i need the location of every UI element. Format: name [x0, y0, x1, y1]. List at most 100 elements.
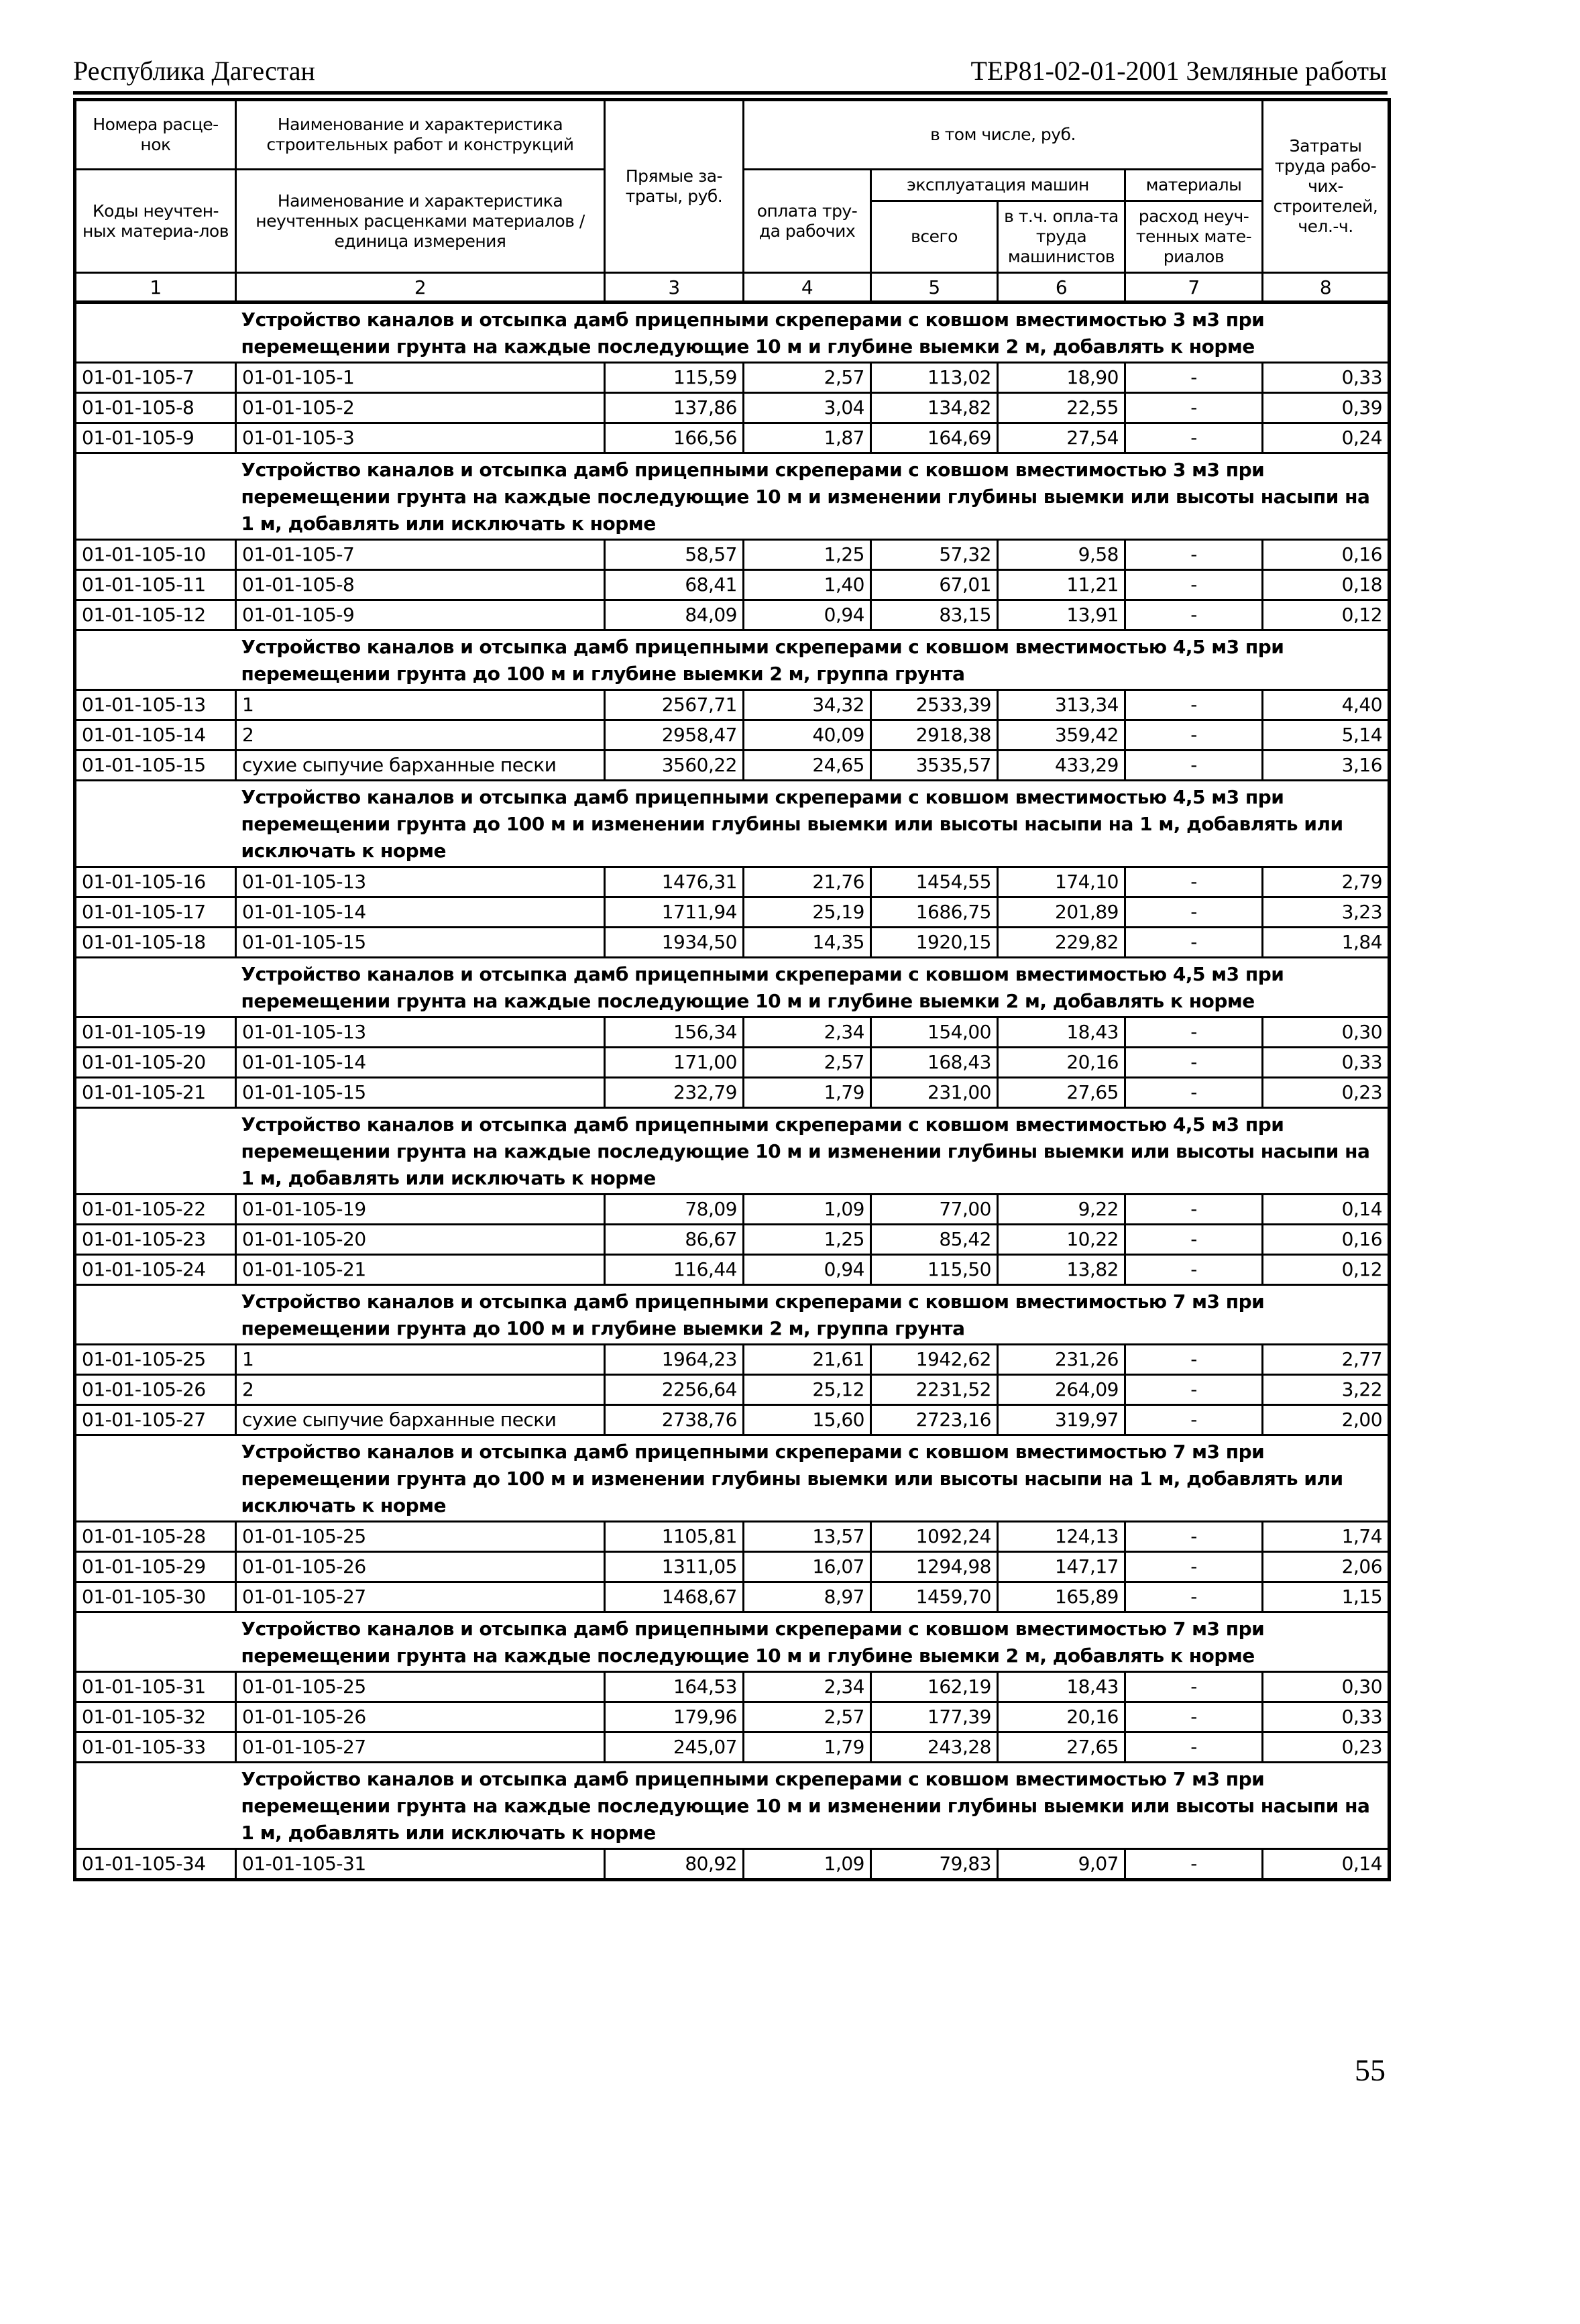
column-number: 6 — [997, 272, 1126, 304]
base-ref-cell: 01-01-105-14 — [235, 1046, 606, 1078]
table-row: 01-01-105-9 01-01-105-3 166,56 1,87 164,69 27… — [74, 422, 1391, 454]
header-row-2: Коды неучтен-ных материа-лов Наименовани… — [74, 168, 1390, 274]
direct-cost-cell: 137,86 — [604, 392, 744, 424]
rate-code-cell: 01-01-105-29 — [74, 1551, 237, 1583]
direct-cost-cell: 2567,71 — [604, 689, 744, 721]
base-ref-cell: сухие сыпучие барханные пески — [235, 749, 606, 781]
materials-cell: - — [1123, 1520, 1264, 1553]
rate-code-cell: 01-01-105-27 — [74, 1404, 237, 1436]
machines-header: эксплуатация машин — [870, 168, 1126, 202]
base-ref-cell: 01-01-105-9 — [235, 599, 606, 631]
rate-code-cell: 01-01-105-18 — [74, 926, 237, 958]
materials-cell: - — [1123, 1404, 1264, 1436]
machinist-wage-cell: 18,90 — [997, 362, 1126, 394]
labor-wage-cell: 25,12 — [742, 1374, 872, 1406]
labor-hours-cell: 3,16 — [1261, 749, 1391, 781]
section-blank-cell — [74, 1761, 236, 1850]
section-header-row: Устройство каналов и отсыпка дамб прицеп… — [74, 1107, 1391, 1195]
machine-total-cell: 79,83 — [870, 1848, 999, 1881]
machine-total-cell: 1459,70 — [870, 1581, 999, 1613]
labor-wage-cell: 0,94 — [742, 599, 872, 631]
table-row: 01-01-105-11 01-01-105-8 68,41 1,40 67,01 11,… — [74, 569, 1391, 601]
base-ref-cell: 01-01-105-26 — [235, 1701, 606, 1733]
base-ref-cell: 01-01-105-27 — [235, 1581, 606, 1613]
labor-hours-cell: 2,06 — [1261, 1551, 1391, 1583]
base-ref-cell: сухие сыпучие барханные пески — [235, 1404, 606, 1436]
table-row: 01-01-105-13 1 2567,71 34,32 2533,39 313,34-4… — [74, 689, 1391, 721]
machine-total-cell: 85,42 — [870, 1223, 999, 1256]
base-ref-cell: 1 — [235, 1343, 606, 1376]
labor-wage-cell: 16,07 — [742, 1551, 872, 1583]
labor-wage-cell: 8,97 — [742, 1581, 872, 1613]
rate-code-cell: 01-01-105-28 — [74, 1520, 237, 1553]
table-row: 01-01-105-24 01-01-105-21 116,44 0,94 115,50… — [74, 1254, 1391, 1286]
machinist-wage-cell: 319,97 — [997, 1404, 1126, 1436]
direct-cost-cell: 1311,05 — [604, 1551, 744, 1583]
section-blank-cell — [74, 301, 236, 364]
section-title: Устройство каналов и отсыпка дамб прицеп… — [235, 779, 1391, 868]
table-row: 01-01-105-10 01-01-105-7 58,57 1,25 57,32 9,5… — [74, 539, 1391, 571]
machinist-wage-cell: 433,29 — [997, 749, 1126, 781]
labor-wage-cell: 0,94 — [742, 1254, 872, 1286]
labor-hours-cell: 0,30 — [1261, 1016, 1391, 1048]
labor-hours-cell: 0,14 — [1261, 1193, 1391, 1225]
base-ref-cell: 01-01-105-21 — [235, 1254, 606, 1286]
direct-cost-cell: 86,67 — [604, 1223, 744, 1256]
labor-hours-cell: 0,23 — [1261, 1076, 1391, 1109]
table-row: 01-01-105-20 01-01-105-14 171,00 2,57 168,43… — [74, 1046, 1391, 1078]
machinist-wage-cell: 201,89 — [997, 896, 1126, 928]
direct-cost-cell: 1105,81 — [604, 1520, 744, 1553]
base-ref-cell: 01-01-105-13 — [235, 866, 606, 898]
materials-cell: - — [1123, 1046, 1264, 1078]
labor-hours-cell: 0,18 — [1261, 569, 1391, 601]
col1-header-bottom: Коды неучтен-ных материа-лов — [74, 168, 237, 274]
labor-hours-cell: 1,15 — [1261, 1581, 1391, 1613]
price-table: Номера расце-нок Наименование и характер… — [73, 98, 1392, 1881]
machine-total-cell: 2723,16 — [870, 1404, 999, 1436]
direct-cost-cell: 84,09 — [604, 599, 744, 631]
machinist-wage-cell: 27,65 — [997, 1731, 1126, 1763]
materials-header: материалы — [1123, 168, 1264, 202]
base-ref-cell: 2 — [235, 1374, 606, 1406]
labor-hours-cell: 1,84 — [1261, 926, 1391, 958]
materials-cell: - — [1123, 392, 1264, 424]
machinist-wage-cell: 18,43 — [997, 1671, 1126, 1703]
section-title: Устройство каналов и отсыпка дамб прицеп… — [235, 452, 1391, 541]
machine-total-cell: 2918,38 — [870, 719, 999, 751]
rate-code-cell: 01-01-105-33 — [74, 1731, 237, 1763]
labor-wage-cell: 1,25 — [742, 1223, 872, 1256]
direct-cost-cell: 1934,50 — [604, 926, 744, 958]
section-title: Устройство каналов и отсыпка дамб прицеп… — [235, 1284, 1391, 1345]
section-header-row: Устройство каналов и отсыпка дамб прицеп… — [74, 629, 1391, 691]
labor-hours-cell: 0,30 — [1261, 1671, 1391, 1703]
rate-code-cell: 01-01-105-11 — [74, 569, 237, 601]
labor-wage-cell: 1,40 — [742, 569, 872, 601]
labor-wage-cell: 1,79 — [742, 1076, 872, 1109]
section-title: Устройство каналов и отсыпка дамб прицеп… — [235, 629, 1391, 691]
base-ref-cell: 01-01-105-27 — [235, 1731, 606, 1763]
materials-cell: - — [1123, 1731, 1264, 1763]
section-header-row: Устройство каналов и отсыпка дамб прицеп… — [74, 779, 1391, 868]
direct-cost-cell: 179,96 — [604, 1701, 744, 1733]
machinist-wage-cell: 147,17 — [997, 1551, 1126, 1583]
labor-hours-cell: 2,00 — [1261, 1404, 1391, 1436]
direct-cost-cell: 78,09 — [604, 1193, 744, 1225]
table-row: 01-01-105-27 сухие сыпучие барханные песк… — [74, 1404, 1391, 1436]
machine-total-cell: 1920,15 — [870, 926, 999, 958]
rate-code-cell: 01-01-105-9 — [74, 422, 237, 454]
materials-cell: - — [1123, 1343, 1264, 1376]
materials-cell: - — [1123, 1076, 1264, 1109]
machine-total-cell: 1942,62 — [870, 1343, 999, 1376]
labor-wage-cell: 14,35 — [742, 926, 872, 958]
section-header-row: Устройство каналов и отсыпка дамб прицеп… — [74, 1434, 1391, 1523]
labor-hours-cell: 4,40 — [1261, 689, 1391, 721]
page-number: 55 — [1355, 2053, 1386, 2087]
machine-total-cell: 154,00 — [870, 1016, 999, 1048]
machine-total-cell: 168,43 — [870, 1046, 999, 1078]
direct-cost-cell: 245,07 — [604, 1731, 744, 1763]
materials-cell: - — [1123, 926, 1264, 958]
labor-hours-cell: 0,24 — [1261, 422, 1391, 454]
column-number: 5 — [870, 272, 999, 304]
rate-code-cell: 01-01-105-24 — [74, 1254, 237, 1286]
